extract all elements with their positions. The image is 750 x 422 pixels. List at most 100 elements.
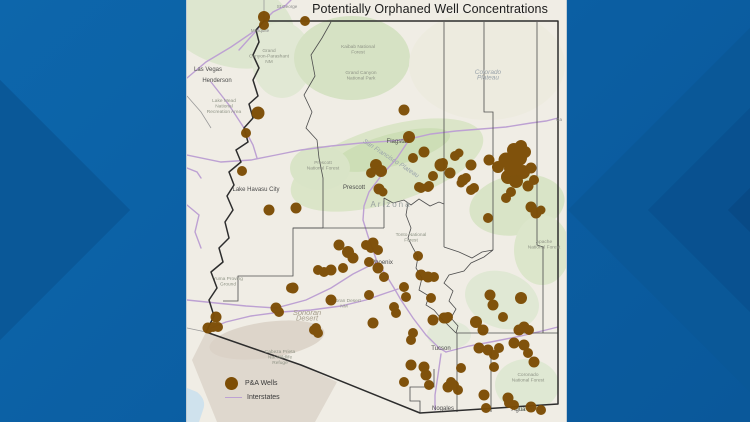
map-label-sonoran-desert-nm: Sonoran Desert NM xyxy=(327,298,361,309)
terrain-patch xyxy=(409,10,565,120)
well-dot xyxy=(379,272,389,282)
well-dot xyxy=(515,292,527,304)
well-dot xyxy=(478,389,490,401)
well-dot xyxy=(416,183,426,193)
well-dot xyxy=(413,251,423,261)
interstate-line xyxy=(210,81,258,159)
county-border xyxy=(483,22,494,250)
map-label-kaibab-nf: Kaibab National Forest xyxy=(341,44,375,55)
map-label-agua-prieta: Agua Pri xyxy=(511,407,534,413)
well-dot xyxy=(424,380,434,390)
county-border xyxy=(383,197,445,207)
well-dot xyxy=(446,377,456,387)
well-dot xyxy=(454,148,464,158)
well-dot xyxy=(399,282,409,292)
interstate-line xyxy=(434,353,442,411)
well-dot xyxy=(364,290,374,300)
well-dot xyxy=(367,317,379,329)
interstate-line xyxy=(187,117,559,163)
well-dot xyxy=(398,104,410,116)
map-label-yuma-proving-ground: Yuma Proving Ground xyxy=(213,276,243,287)
well-dot xyxy=(501,193,511,203)
interstate-line xyxy=(187,204,202,249)
map-label-lake-mead-nra: Lake Mead National Recreation Area xyxy=(207,98,242,115)
well-dot xyxy=(418,146,430,158)
well-dot xyxy=(258,11,270,23)
well-dot xyxy=(473,342,485,354)
well-dot xyxy=(347,252,359,264)
map-label-prescott-nf: Prescott National Forest xyxy=(307,160,340,171)
well-dot xyxy=(313,265,323,275)
well-dot xyxy=(536,205,546,215)
well-dot xyxy=(372,262,384,274)
well-dot xyxy=(494,343,504,353)
well-dot xyxy=(438,158,448,168)
terrain-patch xyxy=(465,270,539,330)
well-dot xyxy=(456,363,466,373)
well-dot xyxy=(300,16,310,26)
interstate-line-icon xyxy=(225,396,242,398)
map-label-colorado-plateau: Colorado Plateau xyxy=(475,69,502,81)
map-title: Potentially Orphaned Well Concentrations xyxy=(312,2,548,16)
well-dot xyxy=(338,263,348,273)
well-dot xyxy=(483,213,493,223)
well-dot xyxy=(241,128,251,138)
well-dot xyxy=(408,153,418,163)
map-label-gallup: Ga xyxy=(556,117,563,122)
well-dot xyxy=(484,289,496,301)
neighbor-border xyxy=(187,327,207,333)
well-dot xyxy=(210,311,222,323)
county-borders-layer xyxy=(223,21,558,413)
well-dot xyxy=(213,322,223,332)
well-dot xyxy=(406,335,416,345)
well-dot xyxy=(483,154,495,166)
well-dot xyxy=(524,325,534,335)
well-dot xyxy=(251,106,265,120)
interstate-line xyxy=(445,326,559,353)
well-dot xyxy=(470,316,482,328)
map-label-grand-canyon-np: Grand Canyon National Park xyxy=(345,70,377,81)
terrain-patch xyxy=(252,22,312,98)
well-dot xyxy=(366,168,376,178)
well-dot xyxy=(427,314,439,326)
well-dot xyxy=(405,359,417,371)
well-dot xyxy=(274,307,284,317)
county-border xyxy=(409,369,435,413)
background-left-chevron-inner xyxy=(0,0,131,422)
well-dot xyxy=(426,293,436,303)
well-dot xyxy=(378,187,388,197)
map-label-henderson: Henderson xyxy=(202,78,231,84)
interstate-line xyxy=(187,167,202,179)
map-label-apache-nf: Apache National Forest xyxy=(528,239,561,250)
arizona-map-panel: Potentially Orphaned Well Concentrations… xyxy=(186,0,567,422)
map-legend: P&A Wells Interstates xyxy=(225,376,280,404)
map-label-lake-havasu-city: Lake Havasu City xyxy=(232,187,279,193)
map-label-flagstaff: Flagstaff xyxy=(387,139,410,145)
legend-wells-label: P&A Wells xyxy=(245,379,278,387)
well-dot xyxy=(424,181,434,191)
well-dot xyxy=(489,350,499,360)
wells-layer xyxy=(202,11,546,415)
map-label-coronado-nf: Coronado National Forest xyxy=(512,372,545,383)
terrain-patch xyxy=(290,146,350,190)
well-dot xyxy=(375,165,387,177)
map-label-cabeza-prieta: Cabeza Prieta Nat Wildlife Refuge xyxy=(265,349,296,366)
well-dot xyxy=(469,183,479,193)
well-dot xyxy=(401,292,411,302)
legend-interstates-row: Interstates xyxy=(225,390,280,404)
legend-interstates-label: Interstates xyxy=(247,393,280,401)
interstate-line xyxy=(205,288,399,331)
map-label-prescott: Prescott xyxy=(343,185,365,191)
map-label-arizona: Arizona xyxy=(370,200,411,209)
map-labels-layer: St George Mesquite Las Vegas Henderson Lake … xyxy=(194,4,563,413)
well-dot xyxy=(391,308,401,318)
interstate-line xyxy=(187,261,378,309)
terrain-region xyxy=(192,332,337,422)
well-dot xyxy=(399,377,409,387)
well-dot xyxy=(429,272,439,282)
well-dot xyxy=(522,180,534,192)
terrain-patch xyxy=(427,321,471,349)
county-border xyxy=(223,227,323,302)
well-dot xyxy=(456,178,466,188)
well-dot xyxy=(286,283,296,293)
